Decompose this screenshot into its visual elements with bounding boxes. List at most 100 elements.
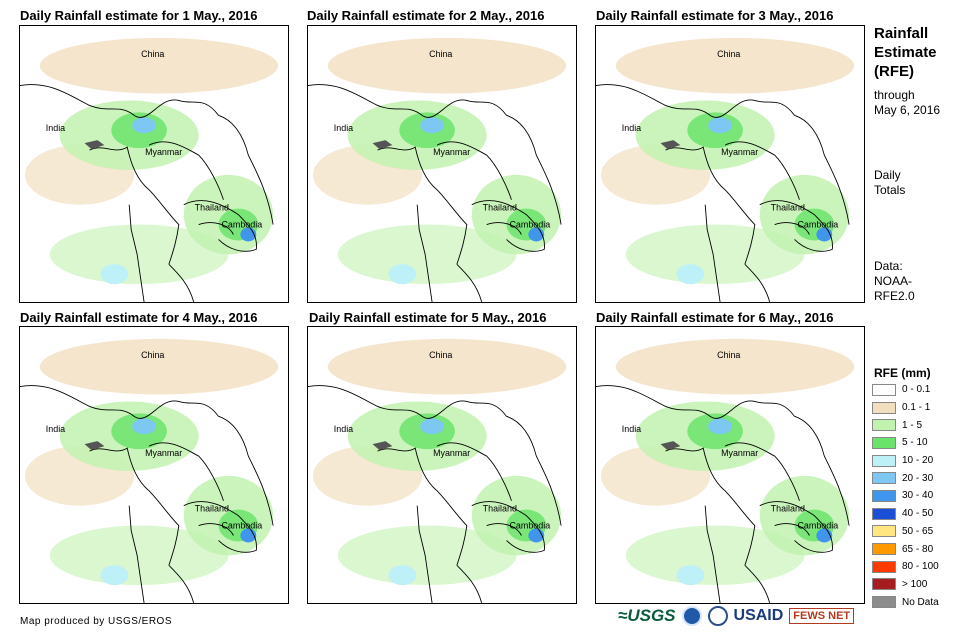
rainfall-map-graphic: China India Myanmar Thailand Cambodia xyxy=(596,37,855,302)
label-china: China xyxy=(717,49,740,59)
legend-item: 0 - 0.1 xyxy=(872,381,939,399)
legend-swatch xyxy=(872,454,896,467)
side-title-line1: Rainfall xyxy=(874,25,929,42)
rainfall-overlay xyxy=(600,37,855,285)
legend-label: 1 - 5 xyxy=(902,419,923,431)
rainfall-overlay xyxy=(312,338,567,586)
label-cambodia: Cambodia xyxy=(509,521,550,531)
legend-item: No Data xyxy=(872,593,939,611)
legend-swatch xyxy=(872,525,896,538)
side-title: Rainfall Estimate (RFE) xyxy=(874,24,937,81)
label-myanmar: Myanmar xyxy=(721,147,758,157)
legend-item: 50 - 65 xyxy=(872,523,939,541)
usgs-logo: ≈USGS xyxy=(618,606,676,625)
legend-label: No Data xyxy=(902,596,939,608)
label-thailand: Thailand xyxy=(195,504,229,514)
legend-item: 65 - 80 xyxy=(872,540,939,558)
map-panel-6: China India Myanmar Thailand Cambodia xyxy=(595,326,865,604)
panel-title-1: Daily Rainfall estimate for 1 May., 2016 xyxy=(20,8,258,23)
label-cambodia: Cambodia xyxy=(797,521,838,531)
legend-swatch xyxy=(872,578,896,591)
legend-label: 65 - 80 xyxy=(902,543,934,555)
legend-label: 5 - 10 xyxy=(902,437,928,449)
country-borders xyxy=(596,385,850,603)
side-data-source: Data: NOAA- RFE2.0 xyxy=(874,259,915,304)
panel-title-5: Daily Rainfall estimate for 5 May., 2016 xyxy=(309,310,547,325)
data-label: Data: xyxy=(874,259,903,273)
totals-label: Totals xyxy=(874,183,906,197)
label-myanmar: Myanmar xyxy=(433,147,470,157)
legend-label: 80 - 100 xyxy=(902,561,939,573)
side-title-line3: (RFE) xyxy=(874,63,914,80)
legend-swatch xyxy=(872,419,896,432)
label-india: India xyxy=(334,123,353,133)
no-data-area xyxy=(372,441,393,451)
map-panel-3: China India Myanmar Thailand Cambodia xyxy=(595,25,865,303)
panel-title-4: Daily Rainfall estimate for 4 May., 2016 xyxy=(20,310,258,325)
label-thailand: Thailand xyxy=(195,203,229,213)
legend-label: 10 - 20 xyxy=(902,455,934,467)
rainfall-map-graphic: China India Myanmar Thailand Cambodia xyxy=(20,37,279,302)
rainfall-map-graphic: China India Myanmar Thailand Cambodia xyxy=(308,338,567,603)
label-india: India xyxy=(46,123,65,133)
legend-item: 0.1 - 1 xyxy=(872,399,939,417)
legend-item: 30 - 40 xyxy=(872,487,939,505)
legend-swatch xyxy=(872,383,896,396)
rainfall-map-graphic: China India Myanmar Thailand Cambodia xyxy=(308,37,567,302)
data-source-line2: RFE2.0 xyxy=(874,289,915,303)
label-thailand: Thailand xyxy=(483,203,517,213)
legend-item: 10 - 20 xyxy=(872,452,939,470)
legend-label: 0.1 - 1 xyxy=(902,402,931,414)
legend-label: 50 - 65 xyxy=(902,525,934,537)
label-china: China xyxy=(141,49,164,59)
label-myanmar: Myanmar xyxy=(721,448,758,458)
legend-swatch xyxy=(872,560,896,573)
no-data-area xyxy=(660,140,681,150)
legend-swatch xyxy=(872,596,896,609)
rainfall-map-graphic: China India Myanmar Thailand Cambodia xyxy=(20,338,279,603)
rainfall-overlay xyxy=(312,37,567,285)
country-borders xyxy=(308,84,562,302)
legend-swatch xyxy=(872,489,896,502)
label-myanmar: Myanmar xyxy=(433,448,470,458)
label-cambodia: Cambodia xyxy=(221,521,262,531)
country-borders xyxy=(596,84,850,302)
legend-item: 20 - 30 xyxy=(872,469,939,487)
legend-swatch xyxy=(872,436,896,449)
country-borders xyxy=(308,385,562,603)
legend-swatch xyxy=(872,543,896,556)
legend-item: > 100 xyxy=(872,576,939,594)
legend-item: 40 - 50 xyxy=(872,505,939,523)
map-panel-1: China India Myanmar Thailand Cambodia xyxy=(19,25,289,303)
country-borders xyxy=(20,84,274,302)
legend-item: 5 - 10 xyxy=(872,434,939,452)
label-china: China xyxy=(429,350,452,360)
label-cambodia: Cambodia xyxy=(221,220,262,230)
label-china: China xyxy=(141,350,164,360)
map-panel-5: China India Myanmar Thailand Cambodia xyxy=(307,326,577,604)
label-india: India xyxy=(622,424,641,434)
through-date: May 6, 2016 xyxy=(874,103,941,117)
no-data-area xyxy=(372,140,393,150)
label-cambodia: Cambodia xyxy=(797,220,838,230)
legend-label: 30 - 40 xyxy=(902,490,934,502)
rainfall-map-graphic: China India Myanmar Thailand Cambodia xyxy=(596,338,855,603)
label-myanmar: Myanmar xyxy=(145,147,182,157)
label-thailand: Thailand xyxy=(771,203,805,213)
agency-logos: ≈USGS USAID FEWS NET xyxy=(618,606,855,626)
rainfall-overlay xyxy=(24,338,279,586)
data-source-line1: NOAA- xyxy=(874,274,913,288)
label-thailand: Thailand xyxy=(483,504,517,514)
daily-label: Daily xyxy=(874,168,901,182)
legend-title: RFE (mm) xyxy=(874,366,931,380)
through-label: through xyxy=(874,88,915,102)
legend-label: 40 - 50 xyxy=(902,508,934,520)
legend-label: 0 - 0.1 xyxy=(902,384,931,396)
legend-label: 20 - 30 xyxy=(902,472,934,484)
label-china: China xyxy=(429,49,452,59)
no-data-area xyxy=(84,140,105,150)
panel-title-2: Daily Rainfall estimate for 2 May., 2016 xyxy=(307,8,545,23)
label-india: India xyxy=(622,123,641,133)
label-china: China xyxy=(717,350,740,360)
no-data-area xyxy=(660,441,681,451)
